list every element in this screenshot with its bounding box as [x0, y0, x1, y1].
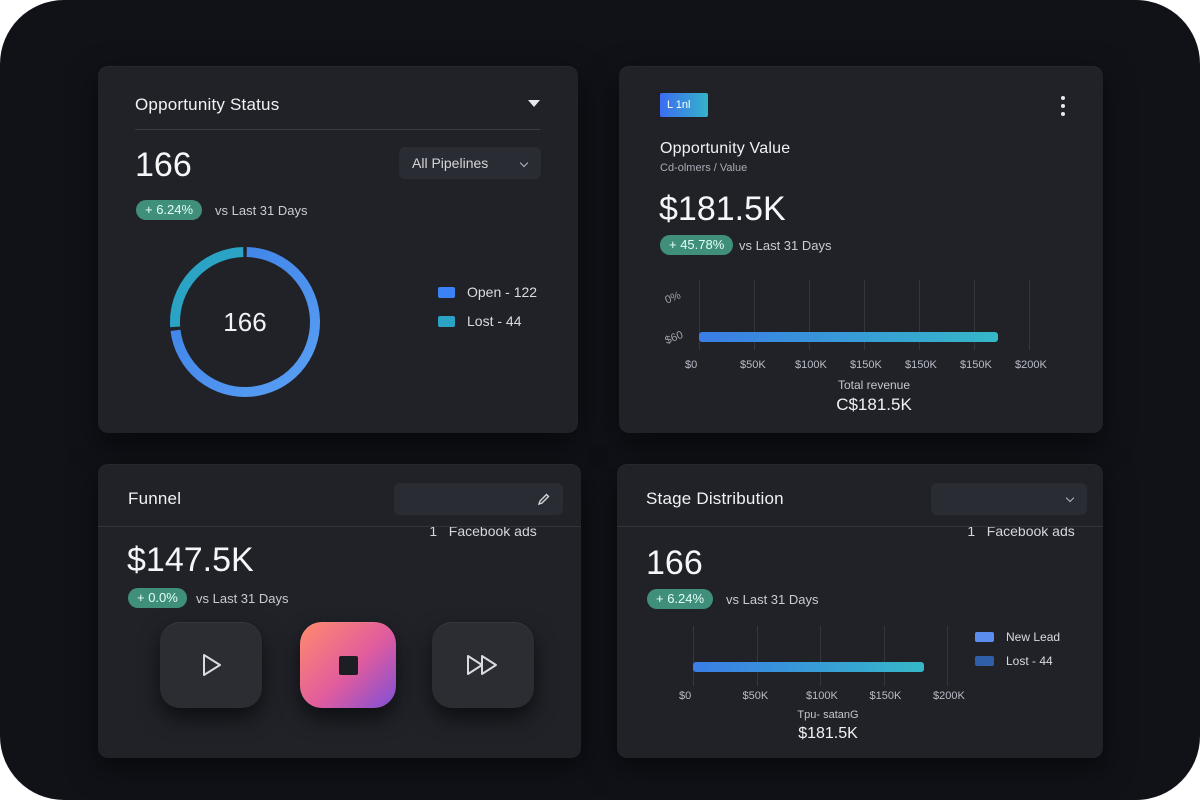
- legend-swatch-open: [438, 286, 455, 298]
- caret-down-icon[interactable]: [528, 100, 540, 107]
- stage-distribution-card: Stage Distribution 1 Facebook ads 166 + …: [617, 464, 1103, 758]
- x-tick-label: $50K: [740, 359, 766, 371]
- chevron-down-icon: [1065, 493, 1075, 503]
- comparison-text: vs Last 31 Days: [215, 203, 308, 218]
- fast-forward-button[interactable]: [432, 622, 534, 708]
- funnel-title: Funnel: [128, 489, 182, 508]
- x-tick-label: $0: [685, 359, 698, 371]
- app-badge-text: L 1nl: [667, 99, 691, 111]
- grid-line: [947, 626, 948, 686]
- funnel-card: Funnel 1 Facebook ads $147.5K + 0.0% vs …: [98, 464, 581, 758]
- edit-icon[interactable]: [537, 492, 551, 506]
- grid-line: [756, 626, 758, 686]
- total-revenue-label: Total revenue: [837, 378, 911, 392]
- legend-label-stage-lost: Lost - 44: [1006, 654, 1053, 668]
- stage-change-badge: + 6.24%: [647, 589, 714, 609]
- change-badge: + 6.24%: [136, 200, 203, 220]
- x-tick-label: $0: [679, 690, 692, 702]
- value-bar: [699, 332, 999, 342]
- opportunity-status-title: Opportunity Status: [135, 95, 280, 114]
- opportunity-value-subtitle: Cd-olmers / Value: [660, 162, 748, 174]
- donut-slice-open: [170, 247, 320, 397]
- legend-label-new-lead: New Lead: [1006, 630, 1061, 644]
- funnel-change-badge: + 0.0%: [128, 588, 187, 608]
- grid-line: [699, 280, 700, 350]
- stage-distribution-title: Stage Distribution: [646, 489, 784, 508]
- stage-comparison-text: vs Last 31 Days: [726, 592, 819, 607]
- legend-item-lost: Lost - 44: [438, 313, 521, 329]
- stage-source-select[interactable]: 1 Facebook ads: [931, 483, 1087, 539]
- x-tick-label: $50K: [742, 690, 769, 702]
- pipeline-select-label: All Pipelines: [412, 155, 489, 171]
- funnel-divider: [98, 526, 581, 527]
- grid-line: [693, 626, 694, 686]
- grid-line: [974, 280, 975, 350]
- value-change-badge: + 45.78%: [660, 235, 734, 255]
- funnel-amount: $147.5K: [127, 541, 254, 579]
- stage-legend-new-lead: New Lead: [975, 630, 1060, 644]
- funnel-comparison-text: vs Last 31 Days: [196, 591, 289, 606]
- opportunity-value-amount: $181.5K: [659, 190, 786, 228]
- donut-slice-lost: [170, 247, 244, 328]
- grid-line: [820, 626, 821, 686]
- stage-count: 166: [646, 544, 703, 582]
- grid-line: [754, 280, 755, 350]
- x-tick-label: $150K: [850, 359, 882, 371]
- opportunity-value-title: Opportunity Value: [660, 140, 791, 157]
- legend-label-lost: Lost - 44: [467, 313, 522, 329]
- header-divider: [135, 129, 540, 130]
- legend-swatch-new-lead: [975, 632, 994, 642]
- stage-source-label: 1 Facebook ads: [967, 523, 1075, 539]
- legend-swatch-lost: [438, 315, 455, 327]
- x-tick-label: $150K: [960, 359, 992, 371]
- total-revenue-value: C$181.5K: [836, 395, 912, 414]
- legend-swatch-stage-lost: [975, 656, 994, 666]
- x-tick-label: $100K: [795, 359, 827, 371]
- x-tick-label: $150K: [905, 359, 937, 371]
- more-options-icon[interactable]: [1059, 96, 1067, 118]
- stage-legend-lost: Lost - 44: [975, 654, 1053, 668]
- opportunity-count: 166: [135, 146, 192, 184]
- stop-icon: [338, 655, 358, 675]
- y-tick-bottom: $60: [663, 328, 685, 348]
- grid-line: [883, 626, 885, 686]
- fast-forward-icon: [467, 655, 497, 675]
- stage-footer-label: Tpu- satanG: [797, 709, 859, 721]
- play-button[interactable]: [160, 622, 262, 708]
- grid-line: [864, 280, 865, 350]
- legend-item-open: Open - 122: [438, 284, 537, 300]
- grid-line: [919, 280, 920, 350]
- x-tick-label: $200K: [933, 690, 965, 702]
- x-tick-label: $100K: [806, 690, 838, 702]
- donut-center-label: 166: [223, 307, 266, 337]
- status-donut-chart: 166: [170, 247, 320, 397]
- grid-line: [1029, 280, 1030, 350]
- chevron-down-icon: [519, 158, 529, 168]
- stage-bar: [693, 662, 924, 672]
- pipeline-select[interactable]: All Pipelines: [399, 147, 541, 179]
- funnel-source-label: 1 Facebook ads: [429, 523, 537, 539]
- app-badge: L 1nl: [660, 93, 708, 117]
- stop-button[interactable]: [300, 622, 396, 708]
- legend-label-open: Open - 122: [467, 284, 538, 300]
- opportunity-status-card: Opportunity Status 166 All Pipelines + 6…: [98, 66, 578, 433]
- grid-line: [809, 280, 810, 350]
- x-tick-label: $150K: [869, 690, 902, 702]
- value-comparison-text: vs Last 31 Days: [739, 238, 832, 253]
- y-tick-top: 0%: [663, 289, 683, 307]
- stage-footer-value: $181.5K: [798, 725, 858, 742]
- stage-divider: [617, 526, 1103, 527]
- funnel-source-select[interactable]: 1 Facebook ads: [394, 483, 563, 539]
- play-icon: [203, 654, 221, 676]
- x-tick-label: $200K: [1015, 359, 1047, 371]
- opportunity-value-card: L 1nl Opportunity Value Cd-olmers / Valu…: [619, 66, 1103, 433]
